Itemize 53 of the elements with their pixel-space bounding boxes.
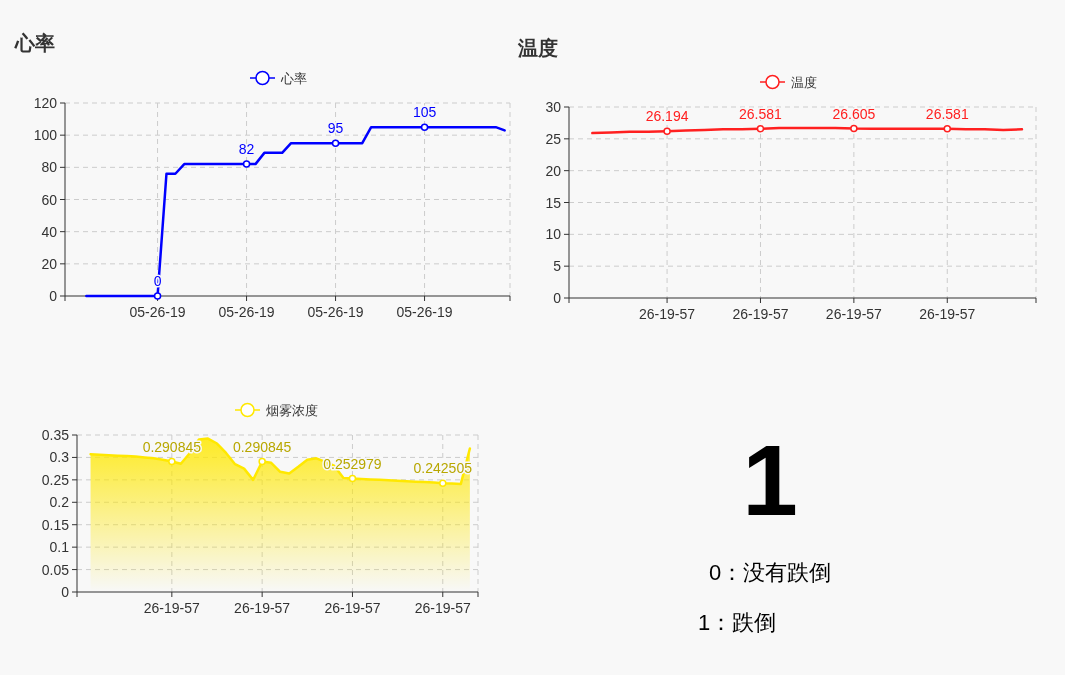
data-label: 82 — [238, 141, 255, 158]
y-tick-label: 5 — [553, 258, 562, 275]
data-label: 95 — [327, 120, 344, 137]
y-tick-label: 0.05 — [41, 561, 70, 578]
y-tick-label: 120 — [33, 95, 58, 111]
x-tick-label: 26-19-57 — [919, 306, 976, 322]
y-tick-label: 15 — [545, 194, 562, 211]
y-tick-label: 0 — [61, 584, 70, 600]
legend: 温度 — [759, 74, 817, 90]
x-tick-label: 26-19-57 — [234, 600, 291, 616]
x-tick-label: 26-19-57 — [732, 306, 789, 322]
x-tick-label: 05-26-19 — [129, 304, 186, 320]
text: 1：跌倒 — [697, 610, 777, 635]
x-tick-label: 26-19-57 — [639, 306, 696, 322]
legend-label: 烟雾浓度 — [266, 403, 318, 418]
x-tick-label: 26-19-57 — [143, 600, 201, 616]
y-tick-label: 0.3 — [49, 449, 70, 466]
y-tick-label: 20 — [545, 162, 562, 179]
y-tick-label: 40 — [41, 223, 58, 240]
text: 0：没有跌倒 — [708, 560, 832, 585]
legend-label: 心率 — [280, 71, 307, 86]
x-tick-label: 05-26-19 — [396, 304, 453, 320]
chart-title: 温度 — [517, 37, 558, 59]
legend-label: 温度 — [791, 75, 817, 90]
y-tick-label: 0 — [553, 290, 562, 306]
y-tick-label: 0.35 — [41, 427, 70, 443]
x-tick-label: 26-19-57 — [825, 306, 883, 322]
y-tick-label: 80 — [41, 159, 58, 176]
data-label: 26.194 — [645, 108, 689, 125]
y-tick-label: 0.2 — [49, 494, 70, 511]
data-label: 26.605 — [832, 105, 876, 122]
data-label: 0.290845 — [232, 438, 292, 455]
y-tick-label: 0.1 — [49, 539, 70, 556]
x-tick-label: 26-19-57 — [324, 600, 381, 616]
x-tick-label: 05-26-19 — [307, 304, 364, 320]
chart-title: 心率 — [14, 32, 55, 54]
y-tick-label: 60 — [41, 191, 58, 208]
y-tick-label: 20 — [41, 255, 58, 272]
data-label: 26.581 — [925, 105, 969, 122]
data-label: 26.581 — [739, 105, 783, 122]
y-tick-label: 0 — [49, 288, 58, 304]
legend: 心率 — [249, 70, 307, 86]
y-tick-label: 25 — [545, 130, 562, 147]
y-tick-label: 100 — [33, 127, 58, 144]
y-tick-label: 10 — [545, 226, 562, 243]
x-tick-label: 26-19-57 — [414, 600, 472, 616]
y-tick-label: 0.25 — [41, 471, 70, 488]
data-label: 105 — [412, 104, 437, 121]
text: 1 — [742, 424, 798, 536]
x-tick-label: 05-26-19 — [218, 304, 275, 320]
y-tick-label: 30 — [545, 99, 562, 115]
y-tick-label: 0.15 — [41, 516, 70, 533]
legend: 烟雾浓度 — [234, 402, 318, 418]
